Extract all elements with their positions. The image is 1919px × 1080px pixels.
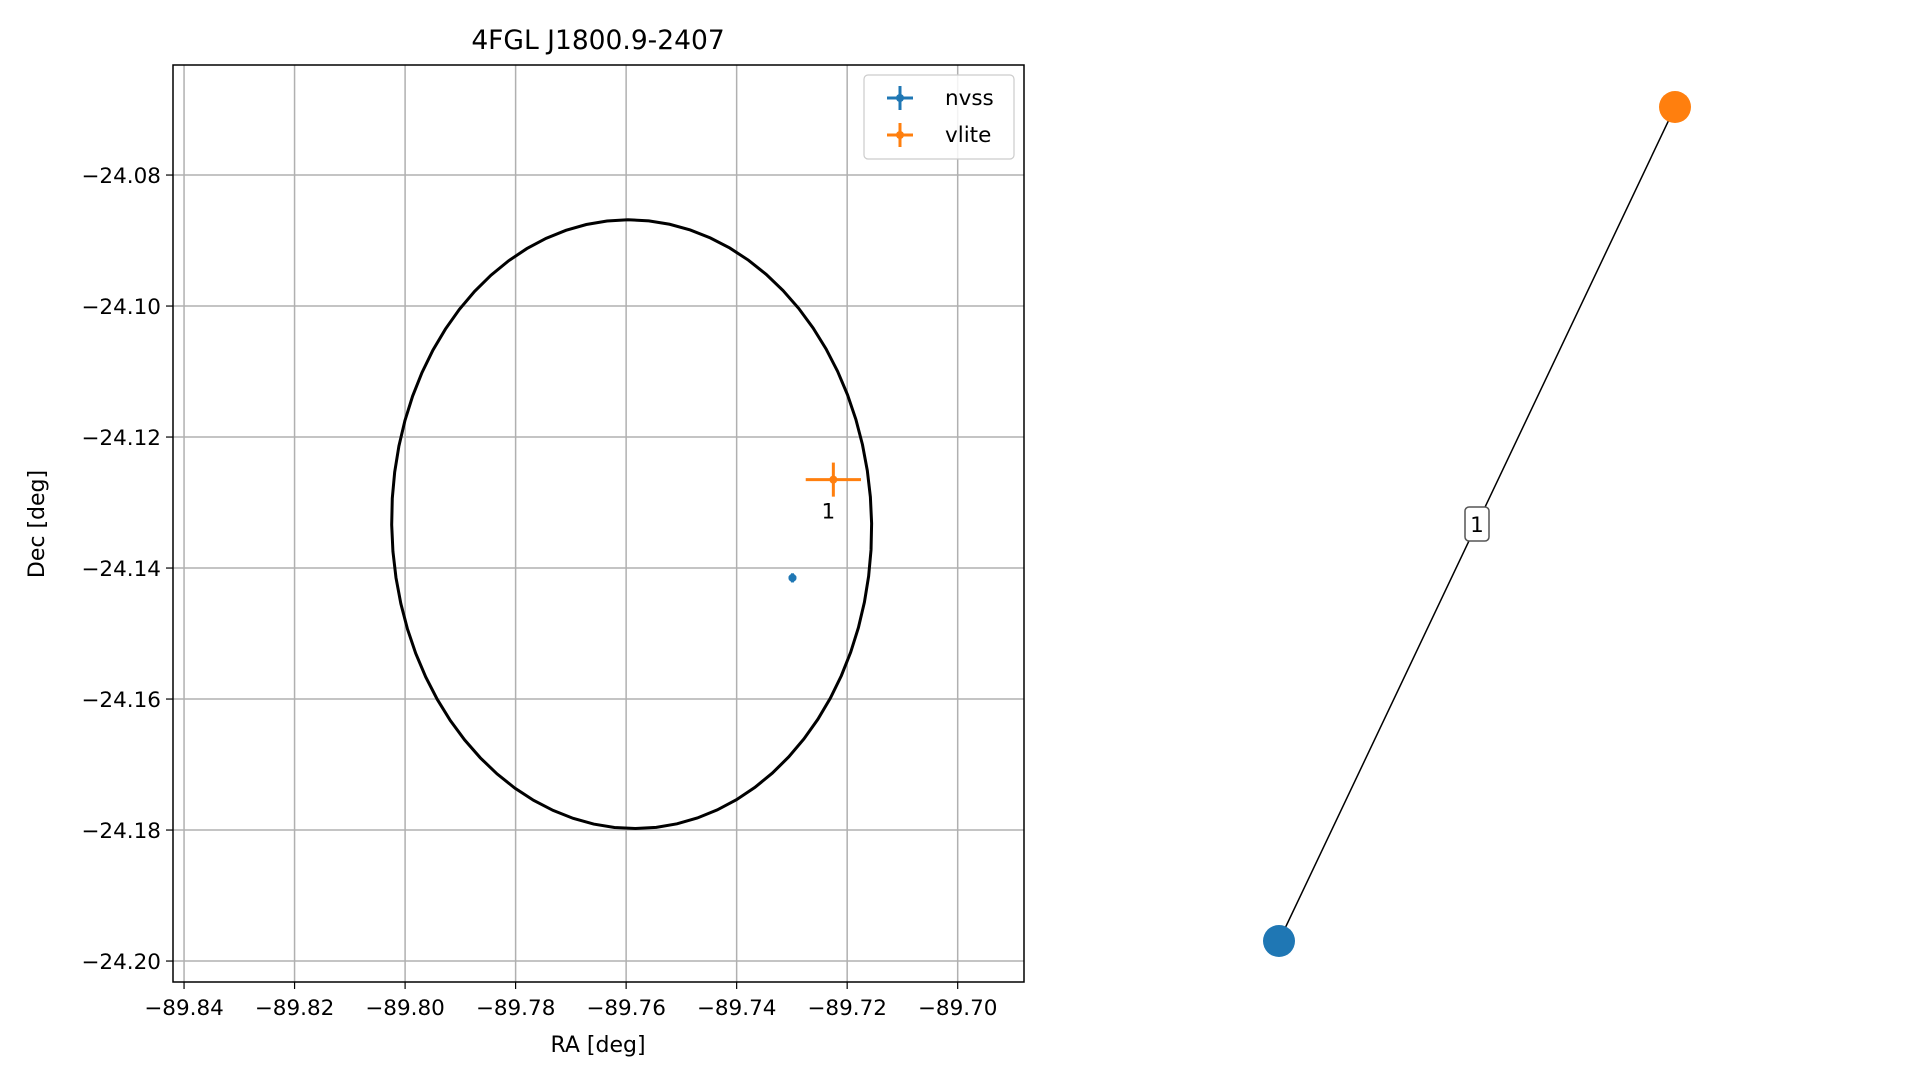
graph-panel: 1 <box>1263 91 1691 957</box>
legend-vlite-marker <box>896 131 904 139</box>
error-ellipse-group <box>390 218 874 831</box>
plot-frame <box>172 64 1025 983</box>
point-vlite <box>829 475 838 484</box>
x-tick-label: −89.84 <box>144 996 224 1021</box>
point-nvss <box>788 573 797 582</box>
y-tick-label: −24.14 <box>81 557 161 582</box>
y-tick-label: −24.08 <box>81 164 161 189</box>
y-tick-label: −24.10 <box>81 295 161 320</box>
graph-node-nvss <box>1263 925 1295 957</box>
grid <box>173 65 1024 982</box>
x-tick-label: −89.70 <box>918 996 998 1021</box>
x-tick-label: −89.80 <box>365 996 445 1021</box>
x-tick-label: −89.82 <box>255 996 335 1021</box>
x-tick-label: −89.72 <box>807 996 887 1021</box>
graph-edge-label-box <box>1464 506 1490 542</box>
data-points: 1 <box>788 462 861 583</box>
y-axis-label: Dec [deg] <box>25 470 50 578</box>
legend-vlite-label: vlite <box>945 123 991 148</box>
graph-node-vlite <box>1659 91 1691 123</box>
y-tick-label: −24.20 <box>81 950 161 975</box>
legend-nvss-label: nvss <box>945 86 994 111</box>
x-tick-label: −89.78 <box>476 996 556 1021</box>
scatter-panel: 4FGL J1800.9-2407 1 −89.84 −89.82 −89.80 −8… <box>25 25 1025 1058</box>
legend: nvss vlite <box>863 74 1015 160</box>
x-tick-label: −89.76 <box>586 996 666 1021</box>
axis-ticks: −89.84 −89.82 −89.80 −89.78 −89.76 −89.74 −89.… <box>81 164 997 1021</box>
error-ellipse <box>390 218 874 831</box>
x-axis-label: RA [deg] <box>550 1033 645 1058</box>
y-tick-label: −24.18 <box>81 819 161 844</box>
graph-edge-label: 1 <box>1470 513 1484 538</box>
point-vlite-label: 1 <box>822 500 836 525</box>
x-tick-label: −89.74 <box>697 996 777 1021</box>
y-tick-label: −24.12 <box>81 426 161 451</box>
legend-nvss-marker <box>896 94 904 102</box>
y-tick-label: −24.16 <box>81 688 161 713</box>
chart-title: 4FGL J1800.9-2407 <box>471 25 724 56</box>
